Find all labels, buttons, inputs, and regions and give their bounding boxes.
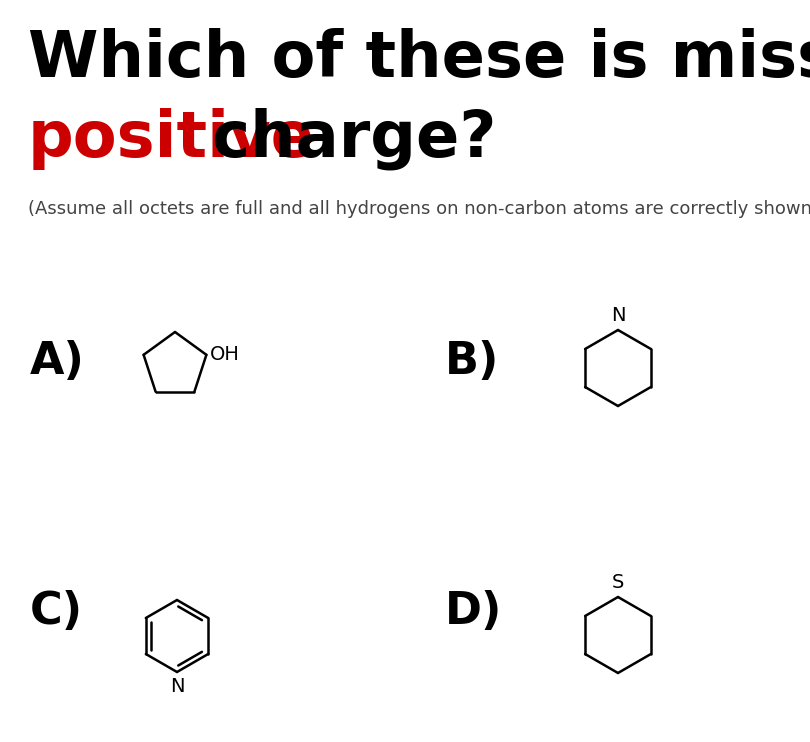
Text: S: S — [612, 573, 625, 592]
Text: N: N — [170, 677, 184, 696]
Text: C): C) — [30, 590, 83, 633]
Text: B): B) — [445, 340, 500, 383]
Text: positive: positive — [28, 108, 315, 170]
Text: OH: OH — [209, 345, 239, 364]
Text: (Assume all octets are full and all hydrogens on non-carbon atoms are correctly : (Assume all octets are full and all hydr… — [28, 200, 810, 218]
Text: N: N — [611, 306, 625, 325]
Text: charge?: charge? — [190, 108, 497, 171]
Text: Which of these is missing a: Which of these is missing a — [28, 28, 810, 91]
Text: D): D) — [445, 590, 502, 633]
Text: A): A) — [30, 340, 85, 383]
